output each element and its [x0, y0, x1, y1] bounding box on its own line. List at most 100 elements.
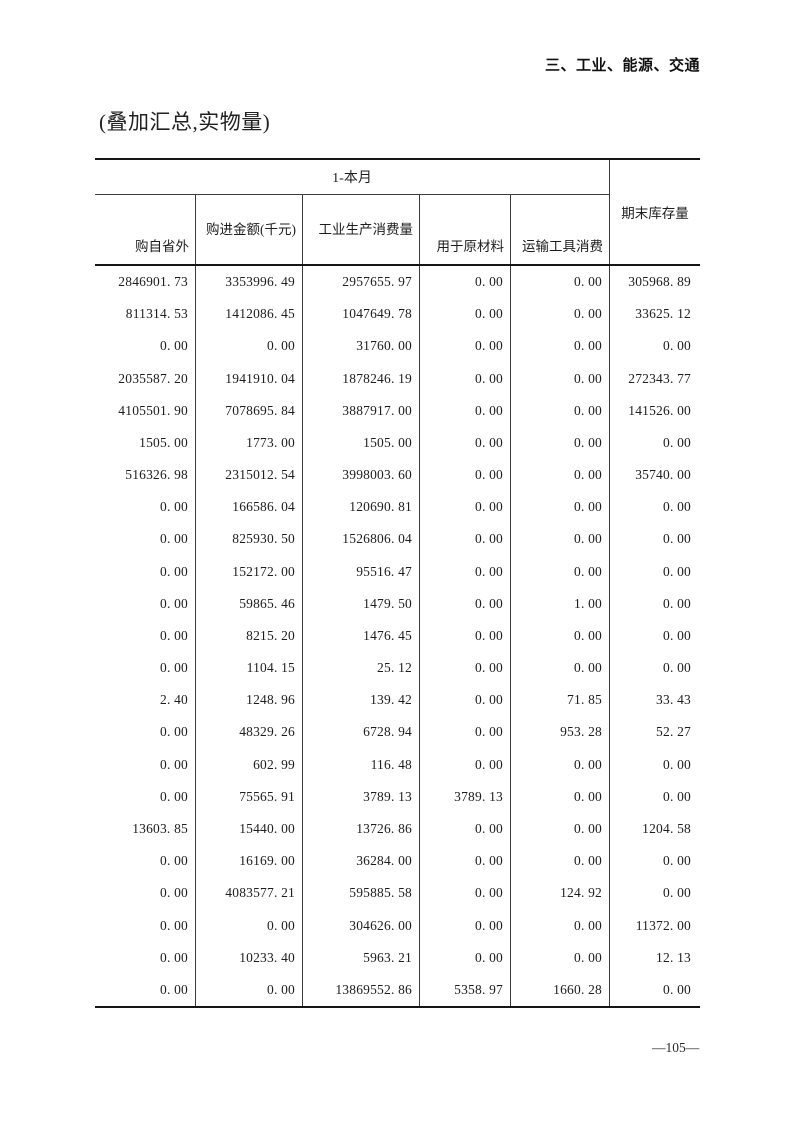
table-cell: 1412086. 45 — [195, 298, 302, 331]
table-cell: 0. 00 — [609, 748, 700, 781]
table-cell: 1505. 00 — [302, 426, 419, 460]
table-row: 0. 00 0. 00 31760. 00 0. 00 0. 00 0. 00 — [95, 330, 700, 363]
table-cell: 0. 00 — [160, 724, 188, 740]
table-row: 0. 00 825930. 50 1526806. 04 0. 00 0. 00 0. 0… — [95, 523, 700, 556]
table-cell: 95516. 47 — [302, 555, 419, 588]
table-cell: 0. 00 — [419, 684, 510, 717]
table-cell: 33625. 12 — [609, 298, 700, 331]
table-cell: 35740. 00 — [609, 459, 700, 492]
table-cell: 953. 28 — [510, 716, 609, 749]
table-cell: 0. 00 — [419, 394, 510, 427]
table-cell: 0. 00 — [510, 426, 609, 460]
column-header-purchase-amount: 购进金额(千元) — [195, 195, 302, 264]
column-header-used-as-raw-material: 用于原材料 — [419, 195, 510, 264]
table-cell: 0. 00 — [419, 716, 510, 749]
table-cell: 0. 00 — [609, 330, 700, 363]
table-cell: 0. 00 — [609, 555, 700, 588]
table-cell: 3887917. 00 — [302, 394, 419, 427]
table-cell: 0. 00 — [609, 973, 700, 1006]
table-cell: 0. 00 — [510, 619, 609, 653]
table-cell: 0. 00 — [419, 330, 510, 363]
column-header-ending-inventory: 期末库存量 — [609, 160, 700, 264]
table-cell: 12. 13 — [609, 941, 700, 974]
table-cell: 0. 00 — [160, 338, 188, 354]
table-cell: 0. 00 — [510, 459, 609, 492]
table-cell: 0. 00 — [510, 941, 609, 974]
table-cell: 52. 27 — [609, 716, 700, 749]
table-cell: 75565. 91 — [195, 780, 302, 813]
table-cell: 2846901. 73 — [118, 274, 188, 290]
table-cell: 116. 48 — [302, 748, 419, 781]
table-cell: 16169. 00 — [195, 845, 302, 878]
table-cell: 124. 92 — [510, 877, 609, 910]
table-cell: 0. 00 — [510, 845, 609, 878]
table-cell: 2315012. 54 — [195, 459, 302, 492]
table-cell: 48329. 26 — [195, 716, 302, 749]
table-row: 0. 00 152172. 00 95516. 47 0. 00 0. 00 0. 00 — [95, 555, 700, 588]
table-cell: 0. 00 — [609, 877, 700, 910]
table-cell: 0. 00 — [419, 812, 510, 846]
table-cell: 0. 00 — [510, 652, 609, 685]
table-cell: 0. 00 — [419, 587, 510, 620]
table-cell: 0. 00 — [419, 523, 510, 556]
table-cell: 0. 00 — [510, 362, 609, 395]
table-cell: 0. 00 — [609, 523, 700, 556]
table-cell: 1479. 50 — [302, 587, 419, 620]
table-cell: 31760. 00 — [302, 330, 419, 363]
table-row: 0. 00 0. 00 13869552. 86 5358. 97 1660. 28 0.… — [95, 973, 700, 1006]
table-header-left: 1-本月 购自省外 购进金额(千元) 工业生产消费量 用于原材料 运输工具消费 — [95, 160, 609, 264]
table-row: 0. 00 8215. 20 1476. 45 0. 00 0. 00 0. 00 — [95, 619, 700, 653]
table-cell: 59865. 46 — [195, 587, 302, 620]
table-cell: 0. 00 — [510, 523, 609, 556]
table-cell: 0. 00 — [609, 845, 700, 878]
table-cell: 0. 00 — [160, 499, 188, 515]
table-row: 0. 00 75565. 91 3789. 13 3789. 13 0. 00 0. 00 — [95, 780, 700, 813]
table-cell: 0. 00 — [160, 660, 188, 676]
column-header-purchased-outside-province: 购自省外 — [135, 239, 189, 255]
table-row: 0. 00 59865. 46 1479. 50 0. 00 1. 00 0. 00 — [95, 587, 700, 620]
table-cell: 1. 00 — [510, 587, 609, 620]
table-cell: 2957655. 97 — [302, 266, 419, 299]
table-cell: 1248. 96 — [195, 684, 302, 717]
table-row: 0. 00 10233. 40 5963. 21 0. 00 0. 00 12. 13 — [95, 941, 700, 974]
table-cell: 10233. 40 — [195, 941, 302, 974]
table-cell: 6728. 94 — [302, 716, 419, 749]
table-cell: 0. 00 — [510, 555, 609, 588]
table-row: 4105501. 90 7078695. 84 3887917. 00 0. 00 0.… — [95, 394, 700, 427]
table-cell: 0. 00 — [160, 981, 188, 997]
table-cell: 166586. 04 — [195, 491, 302, 524]
table-row: 0. 00 16169. 00 36284. 00 0. 00 0. 00 0. 00 — [95, 845, 700, 878]
data-table: 1-本月 购自省外 购进金额(千元) 工业生产消费量 用于原材料 运输工具消费 … — [95, 158, 700, 1008]
table-cell: 1941910. 04 — [195, 362, 302, 395]
table-cell: 4083577. 21 — [195, 877, 302, 910]
table-cell: 0. 00 — [160, 595, 188, 611]
table-cell: 5963. 21 — [302, 941, 419, 974]
table-cell: 139. 42 — [302, 684, 419, 717]
table-cell: 13726. 86 — [302, 812, 419, 846]
table-cell: 0. 00 — [195, 973, 302, 1006]
table-row: 811314. 53 1412086. 45 1047649. 78 0. 00 0. … — [95, 298, 700, 331]
table-cell: 141526. 00 — [609, 394, 700, 427]
table-cell: 0. 00 — [160, 563, 188, 579]
table-cell: 36284. 00 — [302, 845, 419, 878]
table-cell: 0. 00 — [609, 587, 700, 620]
table-row: 0. 00 1104. 15 25. 12 0. 00 0. 00 0. 00 — [95, 652, 700, 685]
table-cell: 15440. 00 — [195, 812, 302, 846]
table-cell: 0. 00 — [419, 909, 510, 942]
table-cell: 7078695. 84 — [195, 394, 302, 427]
section-header: 三、工业、能源、交通 — [544, 57, 700, 74]
table-cell: 8215. 20 — [195, 619, 302, 653]
table-cell: 602. 99 — [195, 748, 302, 781]
page-title: (叠加汇总,实物量) — [99, 110, 271, 134]
table-cell: 0. 00 — [609, 426, 700, 460]
table-cell: 0. 00 — [195, 330, 302, 363]
table-cell: 0. 00 — [419, 266, 510, 299]
table-cell: 0. 00 — [510, 298, 609, 331]
table-cell: 0. 00 — [609, 491, 700, 524]
table-row: 0. 00 48329. 26 6728. 94 0. 00 953. 28 52. 27 — [95, 716, 700, 749]
table-cell: 13603. 85 — [132, 821, 188, 836]
table-cell: 3998003. 60 — [302, 459, 419, 492]
table-row: 0. 00 4083577. 21 595885. 58 0. 00 124. 92 0.… — [95, 877, 700, 910]
table-cell: 0. 00 — [419, 845, 510, 878]
table-cell: 71. 85 — [510, 684, 609, 717]
